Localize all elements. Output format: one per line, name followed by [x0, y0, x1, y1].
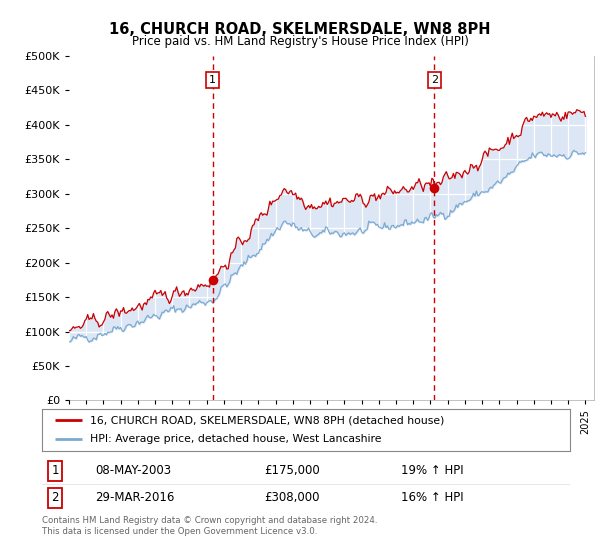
Text: 08-MAY-2003: 08-MAY-2003	[95, 464, 171, 478]
Text: 2: 2	[52, 491, 59, 505]
Text: £175,000: £175,000	[264, 464, 320, 478]
Text: 16, CHURCH ROAD, SKELMERSDALE, WN8 8PH: 16, CHURCH ROAD, SKELMERSDALE, WN8 8PH	[109, 22, 491, 38]
Text: HPI: Average price, detached house, West Lancashire: HPI: Average price, detached house, West…	[89, 435, 381, 445]
Text: 16, CHURCH ROAD, SKELMERSDALE, WN8 8PH (detached house): 16, CHURCH ROAD, SKELMERSDALE, WN8 8PH (…	[89, 415, 444, 425]
Text: Price paid vs. HM Land Registry's House Price Index (HPI): Price paid vs. HM Land Registry's House …	[131, 35, 469, 48]
Text: 16% ↑ HPI: 16% ↑ HPI	[401, 491, 464, 505]
Text: Contains HM Land Registry data © Crown copyright and database right 2024.
This d: Contains HM Land Registry data © Crown c…	[42, 516, 377, 536]
Text: £308,000: £308,000	[264, 491, 319, 505]
Text: 19% ↑ HPI: 19% ↑ HPI	[401, 464, 464, 478]
Text: 2: 2	[431, 75, 438, 85]
Text: 1: 1	[52, 464, 59, 478]
Text: 1: 1	[209, 75, 216, 85]
Text: 29-MAR-2016: 29-MAR-2016	[95, 491, 174, 505]
